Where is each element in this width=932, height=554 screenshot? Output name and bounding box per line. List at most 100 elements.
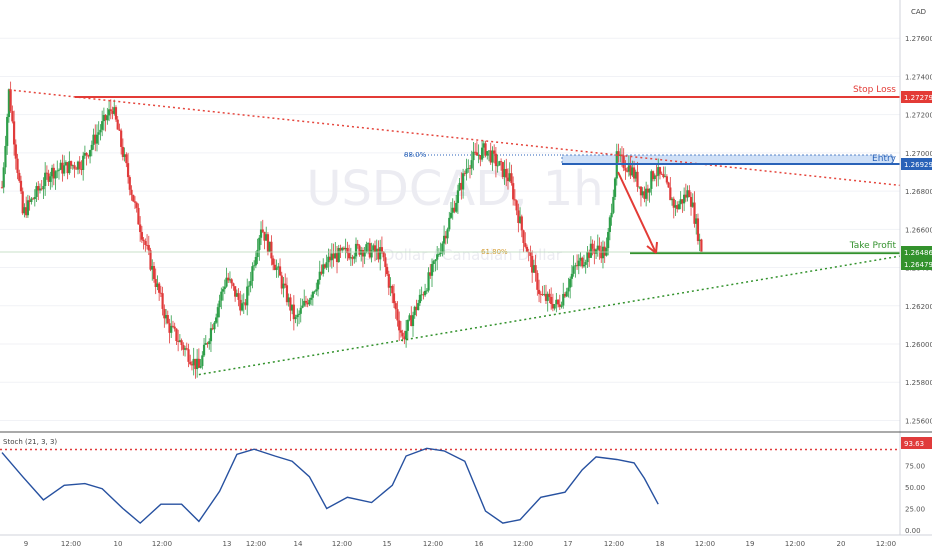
candle bbox=[289, 293, 292, 322]
candle bbox=[458, 178, 461, 192]
candle bbox=[154, 268, 157, 295]
candle bbox=[470, 150, 473, 176]
candle bbox=[636, 161, 639, 192]
candle bbox=[389, 277, 392, 297]
candle bbox=[23, 203, 26, 218]
candle bbox=[114, 105, 118, 122]
stop-loss-label: Stop Loss bbox=[853, 85, 896, 95]
candle bbox=[522, 229, 525, 253]
candle bbox=[510, 164, 513, 186]
candle bbox=[589, 236, 592, 258]
candle bbox=[180, 338, 183, 351]
candle bbox=[277, 262, 280, 278]
candle bbox=[168, 318, 171, 344]
candle bbox=[420, 286, 423, 302]
time-label: 19 bbox=[746, 540, 755, 548]
candle bbox=[38, 183, 42, 194]
candle bbox=[406, 319, 409, 341]
candle bbox=[617, 143, 620, 163]
candle bbox=[608, 215, 611, 241]
candle bbox=[164, 308, 168, 325]
candle bbox=[120, 128, 123, 155]
time-label: 12:00 bbox=[513, 540, 533, 548]
candle bbox=[560, 301, 563, 309]
candle bbox=[570, 265, 573, 287]
candle bbox=[221, 286, 225, 301]
candle bbox=[650, 169, 653, 196]
candle bbox=[392, 284, 396, 308]
candle bbox=[377, 240, 380, 263]
candle bbox=[588, 249, 591, 267]
candle bbox=[667, 181, 670, 188]
candle bbox=[318, 260, 321, 285]
candle bbox=[268, 241, 271, 253]
time-label: 12:00 bbox=[332, 540, 352, 548]
candle bbox=[384, 253, 387, 277]
candle bbox=[208, 338, 211, 350]
candle bbox=[489, 142, 492, 165]
candle bbox=[598, 237, 601, 260]
candle bbox=[201, 351, 204, 370]
candle bbox=[382, 251, 385, 262]
candle bbox=[448, 211, 451, 232]
candle bbox=[92, 128, 95, 150]
price-tick: 1.25800 bbox=[905, 379, 932, 387]
candle bbox=[456, 184, 460, 214]
candle bbox=[14, 139, 17, 170]
candle bbox=[54, 170, 57, 190]
candle bbox=[132, 194, 135, 203]
time-label: 12:00 bbox=[246, 540, 266, 548]
candle bbox=[11, 105, 14, 124]
candle bbox=[575, 254, 579, 270]
candle bbox=[85, 152, 88, 166]
candle bbox=[316, 279, 320, 297]
candle bbox=[651, 170, 655, 182]
candle bbox=[417, 299, 420, 311]
candle bbox=[508, 162, 511, 183]
candle bbox=[294, 314, 297, 324]
candle bbox=[196, 349, 199, 378]
stochastic-tick: 0.00 bbox=[905, 527, 921, 535]
candle bbox=[354, 237, 358, 263]
candle bbox=[126, 152, 130, 184]
take-profit-label: Take Profit bbox=[849, 241, 897, 251]
candle bbox=[21, 187, 24, 216]
candle bbox=[423, 283, 427, 297]
candle bbox=[411, 311, 415, 337]
candle bbox=[351, 254, 354, 266]
candle bbox=[408, 313, 411, 322]
candle bbox=[291, 304, 294, 315]
candle bbox=[584, 259, 587, 274]
candle bbox=[266, 232, 270, 256]
candle bbox=[669, 177, 672, 201]
candle bbox=[477, 144, 480, 164]
stop-loss-price-tag bbox=[901, 91, 932, 103]
candle bbox=[363, 246, 366, 265]
candle bbox=[263, 231, 266, 250]
candle bbox=[373, 240, 377, 262]
candle bbox=[453, 200, 456, 214]
candle bbox=[4, 135, 7, 175]
candle bbox=[26, 194, 30, 218]
candle bbox=[76, 160, 80, 175]
candle bbox=[672, 196, 675, 219]
candle bbox=[99, 124, 102, 141]
candle bbox=[273, 259, 276, 271]
candle bbox=[695, 213, 698, 235]
stochastic-tick: 50.00 bbox=[905, 484, 925, 492]
candle bbox=[498, 160, 501, 166]
time-label: 18 bbox=[656, 540, 665, 548]
candle bbox=[82, 151, 85, 181]
time-label: 9 bbox=[24, 540, 28, 548]
time-label: 16 bbox=[475, 540, 484, 548]
candle bbox=[230, 278, 233, 289]
candle bbox=[358, 244, 361, 257]
stochastic-tick: 75.00 bbox=[905, 463, 925, 471]
candle bbox=[242, 293, 245, 314]
candle bbox=[216, 303, 219, 327]
candle bbox=[56, 160, 59, 179]
candle bbox=[75, 166, 78, 170]
candle bbox=[109, 99, 112, 120]
candle bbox=[513, 189, 516, 206]
